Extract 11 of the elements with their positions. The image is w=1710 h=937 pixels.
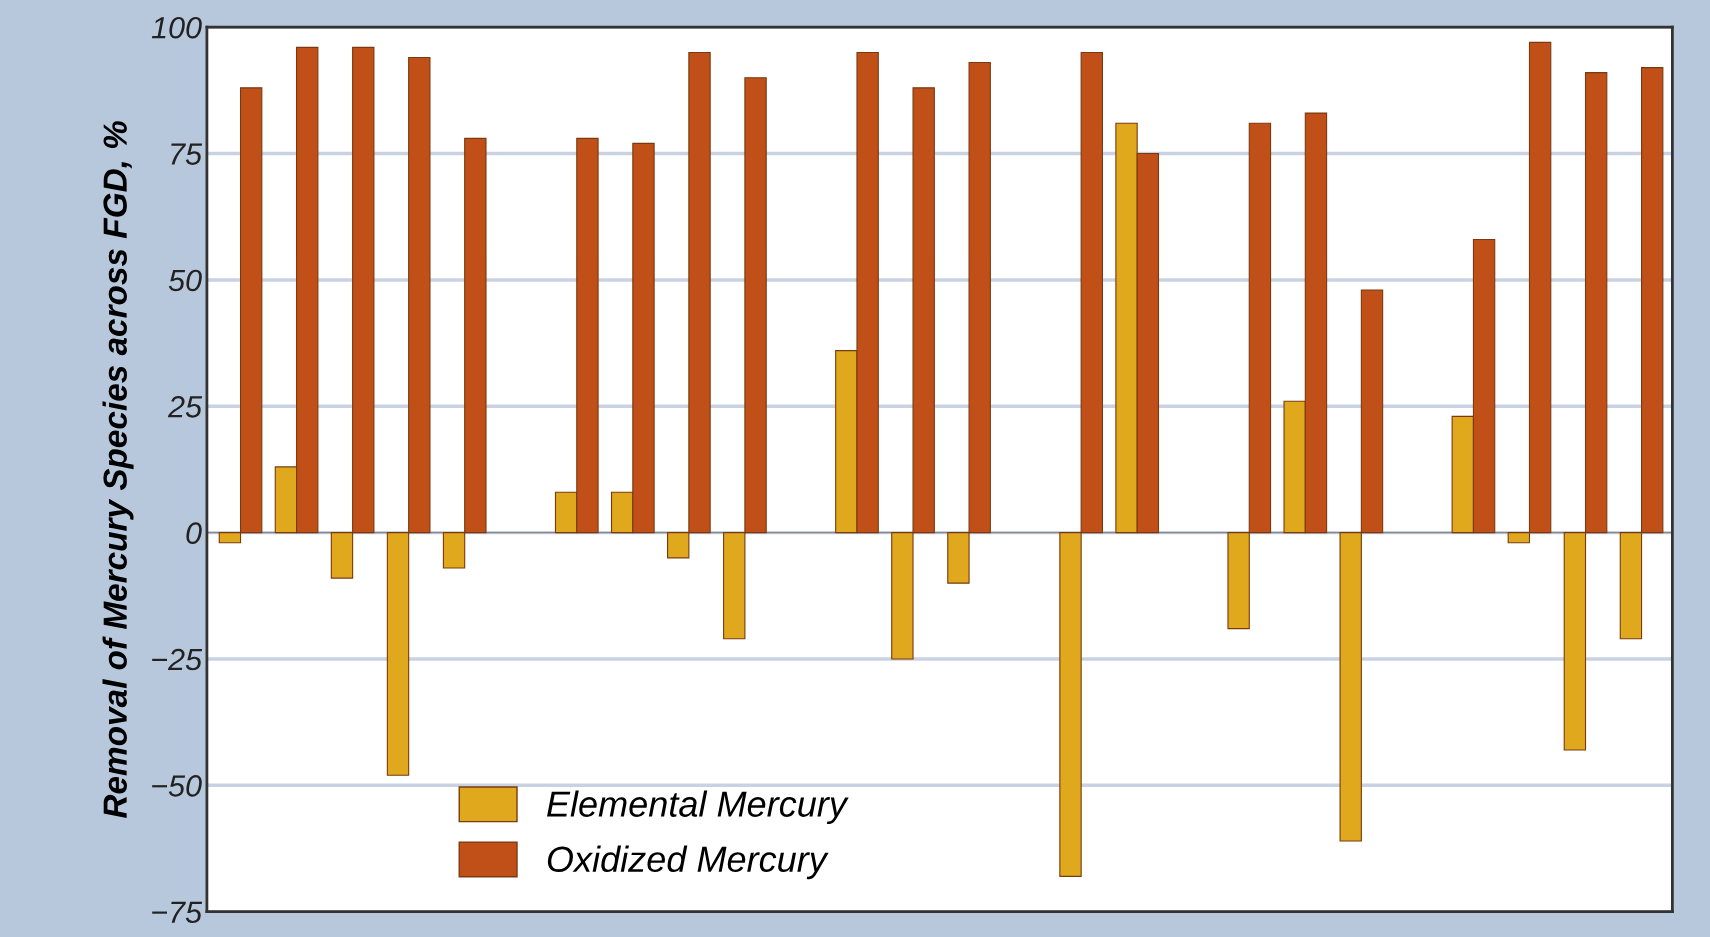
y-tick-label: 0 <box>186 522 202 544</box>
y-tick-label: 75 <box>171 143 203 165</box>
y-tick-label: 50 <box>168 269 202 292</box>
y-tick-label: 100 <box>151 16 202 39</box>
legend-label: Oxidized Mercury <box>547 845 829 880</box>
y-tick-label: −75 <box>152 901 203 924</box>
y-tick-label: −25 <box>152 648 203 671</box>
y-axis-title: Removal of Mercury Species across FGD, % <box>102 121 134 819</box>
y-tick-label: 25 <box>167 395 203 418</box>
y-tick-label: −50 <box>152 775 202 797</box>
legend-label: Elemental Mercury <box>547 790 849 825</box>
